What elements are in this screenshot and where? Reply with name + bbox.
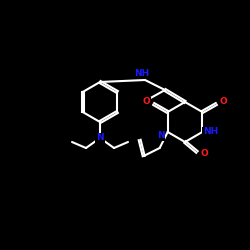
Text: O: O [143,98,150,106]
Text: O: O [220,98,227,106]
Text: O: O [200,150,208,158]
Text: NH: NH [203,128,218,136]
Text: N: N [96,134,104,142]
Text: NH: NH [134,70,150,78]
Text: N: N [157,132,164,140]
